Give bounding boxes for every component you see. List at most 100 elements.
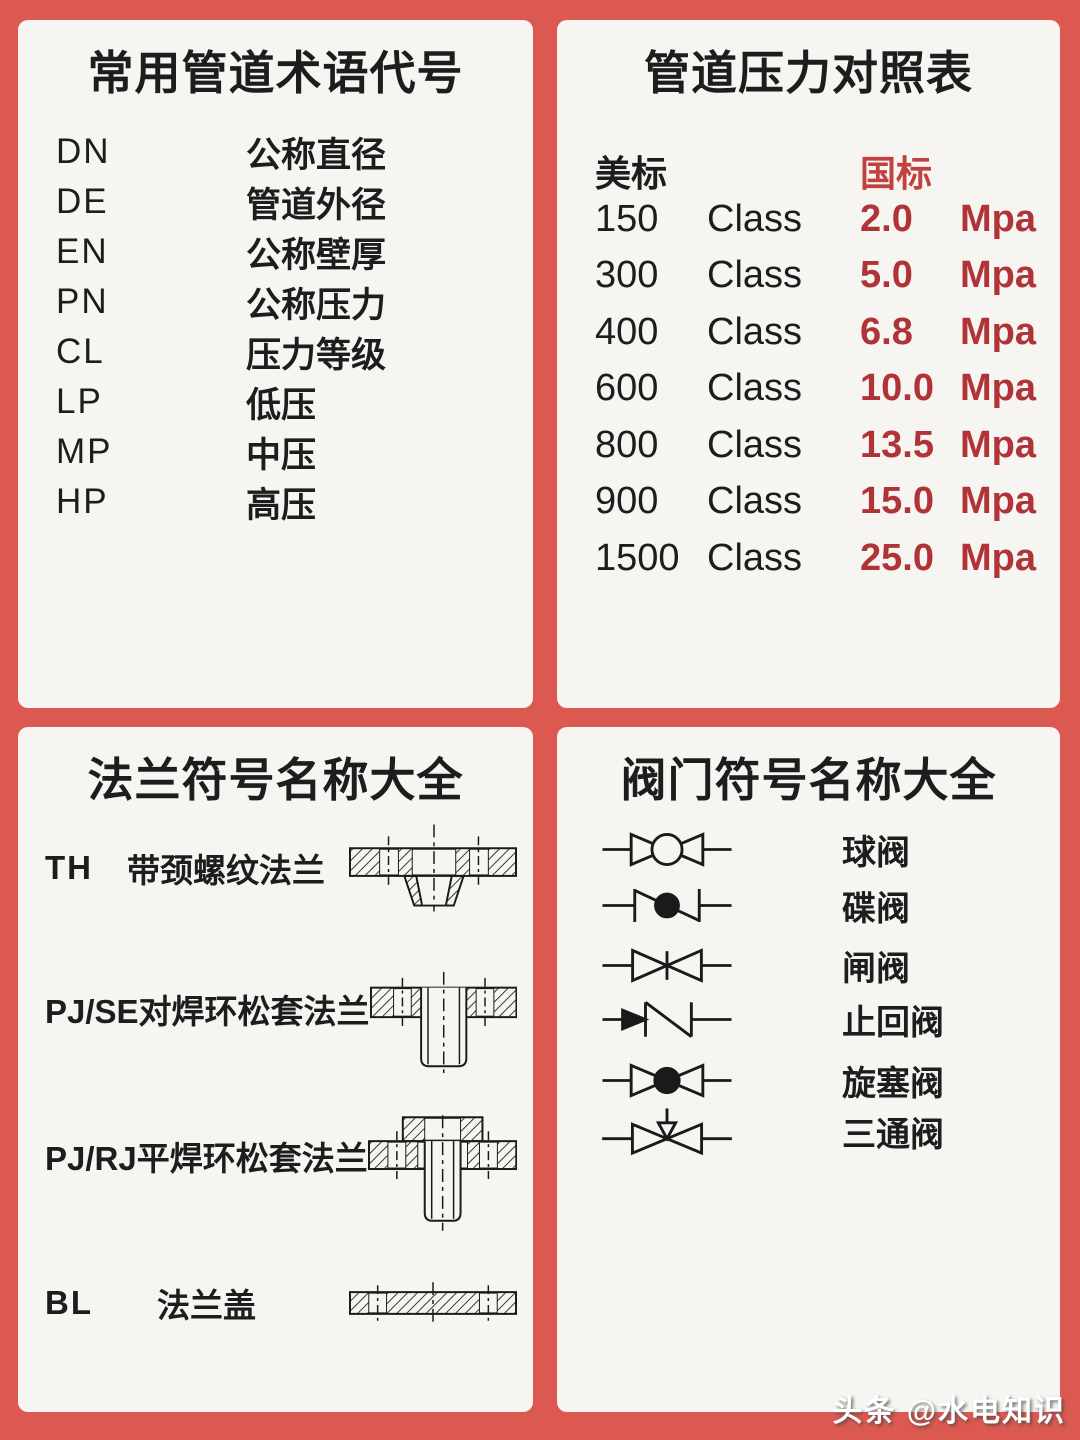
class-word: Class <box>707 536 803 579</box>
flange-label: PJ/SE对焊环松套法兰 <box>45 985 370 1033</box>
us-standard-header: 美标 <box>595 153 668 194</box>
flange-name: PJ/RJ平焊环松套法兰 <box>45 1140 368 1177</box>
gate-valve-icon <box>602 948 732 983</box>
check-valve-icon <box>602 1001 732 1038</box>
flange-label: BL 法兰盖 <box>45 1279 256 1327</box>
lap-joint-flat-ring-flange-diagram-icon <box>367 1115 517 1231</box>
valve-name: 球阀 <box>842 834 910 872</box>
flange-name: 带颈螺纹法兰 <box>127 852 325 889</box>
butterfly-valve-icon <box>602 889 732 922</box>
mpa-value: 15.0 <box>860 480 934 523</box>
flange-name: 法兰盖 <box>157 1287 256 1324</box>
panel-valve-symbols: 阀门符号名称大全 球阀 碟阀 <box>557 727 1060 1412</box>
plug-valve-icon <box>602 1063 732 1098</box>
class-rating: 1500 <box>595 536 680 579</box>
threaded-neck-flange-diagram-icon <box>349 824 517 912</box>
flange-name: PJ/SE对焊环松套法兰 <box>45 993 370 1030</box>
flange-row: TH 带颈螺纹法兰 <box>45 822 517 914</box>
lap-joint-weld-ring-flange-diagram-icon <box>369 971 517 1079</box>
class-rating: 600 <box>595 367 659 410</box>
class-word: Class <box>707 197 803 240</box>
flange-row: PJ/RJ平焊环松套法兰 <box>45 1115 517 1233</box>
blind-flange-diagram-icon <box>349 1282 517 1324</box>
ball-valve-icon <box>602 832 732 867</box>
flange-row: PJ/SE对焊环松套法兰 <box>45 969 517 1081</box>
valve-row: 三通阀 <box>602 1107 944 1156</box>
class-word: Class <box>707 310 803 353</box>
panel-flange-symbols: 法兰符号名称大全 TH 带颈螺纹法兰 PJ/SE对焊 <box>18 727 533 1412</box>
pressure-row: 900 Class 15.0 Mpa <box>557 474 1060 531</box>
term-code: LP <box>56 382 103 421</box>
flange-title: 法兰符号名称大全 <box>87 754 464 806</box>
mpa-value: 13.5 <box>860 423 934 466</box>
mpa-unit: Mpa <box>960 367 1036 410</box>
term-name: 公称壁厚 <box>246 235 387 275</box>
term-row: DE 管道外径 <box>18 177 533 227</box>
class-rating: 300 <box>595 254 659 297</box>
pressure-row: 400 Class 6.8 Mpa <box>557 304 1060 361</box>
mpa-unit: Mpa <box>960 197 1036 240</box>
flange-code: BL <box>45 1284 93 1321</box>
term-name: 公称压力 <box>246 285 387 325</box>
valve-row: 闸阀 <box>602 941 910 990</box>
mpa-value: 10.0 <box>860 367 934 410</box>
flange-label: PJ/RJ平焊环松套法兰 <box>45 1132 368 1180</box>
valve-row: 旋塞阀 <box>602 1056 944 1105</box>
term-name: 中压 <box>246 435 317 475</box>
term-row: CL 压力等级 <box>18 327 533 377</box>
mpa-value: 6.8 <box>860 310 913 353</box>
pressure-title: 管道压力对照表 <box>644 47 973 99</box>
mpa-value: 5.0 <box>860 254 913 297</box>
mpa-unit: Mpa <box>960 254 1036 297</box>
term-code: EN <box>56 232 109 271</box>
pressure-row: 800 Class 13.5 Mpa <box>557 417 1060 474</box>
term-row: DN 公称直径 <box>18 127 533 177</box>
term-code: CL <box>56 332 105 371</box>
terms-title: 常用管道术语代号 <box>87 47 464 99</box>
term-code: DE <box>56 182 109 221</box>
mpa-unit: Mpa <box>960 480 1036 523</box>
term-row: HP 高压 <box>18 477 533 527</box>
term-code: PN <box>56 282 109 321</box>
class-word: Class <box>707 367 803 410</box>
three-way-valve-icon <box>602 1108 732 1156</box>
mpa-value: 25.0 <box>860 536 934 579</box>
term-name: 压力等级 <box>246 335 387 375</box>
class-word: Class <box>707 423 803 466</box>
class-rating: 900 <box>595 480 659 523</box>
valve-name: 三通阀 <box>842 1116 944 1154</box>
term-code: DN <box>56 132 111 171</box>
valve-row: 碟阀 <box>602 881 910 930</box>
term-name: 低压 <box>246 385 317 425</box>
class-rating: 150 <box>595 197 659 240</box>
flange-code: TH <box>45 849 93 886</box>
valve-name: 闸阀 <box>842 950 910 988</box>
pressure-header-row: 美标 国标 <box>557 145 1060 194</box>
flange-label: TH 带颈螺纹法兰 <box>45 844 325 892</box>
class-rating: 400 <box>595 310 659 353</box>
pressure-row: 600 Class 10.0 Mpa <box>557 361 1060 418</box>
term-row: EN 公称壁厚 <box>18 227 533 277</box>
term-name: 高压 <box>246 485 317 525</box>
pressure-row: 150 Class 2.0 Mpa <box>557 191 1060 248</box>
mpa-unit: Mpa <box>960 310 1036 353</box>
pressure-row: 300 Class 5.0 Mpa <box>557 248 1060 305</box>
term-row: MP 中压 <box>18 427 533 477</box>
term-code: MP <box>56 432 113 471</box>
term-row: LP 低压 <box>18 377 533 427</box>
valve-name: 碟阀 <box>842 890 910 928</box>
valve-row: 止回阀 <box>602 995 944 1044</box>
panel-pressure-table: 管道压力对照表 美标 国标 150 Class 2.0 Mpa 300 Clas… <box>557 20 1060 708</box>
term-row: PN 公称压力 <box>18 277 533 327</box>
term-name: 管道外径 <box>246 185 387 225</box>
class-word: Class <box>707 480 803 523</box>
mpa-unit: Mpa <box>960 536 1036 579</box>
valve-name: 止回阀 <box>842 1004 944 1042</box>
valve-row: 球阀 <box>602 825 910 874</box>
terms-list: DN 公称直径 DE 管道外径 EN 公称壁厚 PN 公称压力 CL 压力等级 … <box>18 127 533 527</box>
pressure-row: 1500 Class 25.0 Mpa <box>557 530 1060 587</box>
mpa-unit: Mpa <box>960 423 1036 466</box>
flange-row: BL 法兰盖 <box>45 1279 517 1327</box>
watermark-credit: 头条 @水电知识 <box>832 1395 1066 1428</box>
valve-title: 阀门符号名称大全 <box>620 754 997 806</box>
